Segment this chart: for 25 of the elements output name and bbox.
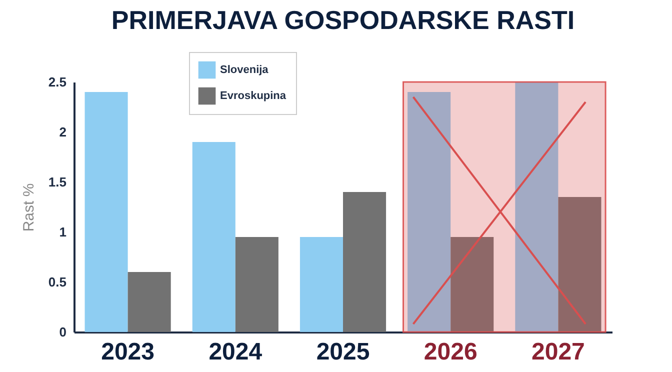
bar — [450, 237, 494, 332]
bar — [408, 92, 451, 332]
x-tick-label: 2026 — [424, 338, 478, 366]
bar — [128, 272, 171, 332]
y-tick-label: 0.5 — [48, 274, 66, 290]
x-tick-label: 2025 — [316, 338, 370, 366]
bar — [300, 237, 343, 332]
bar — [192, 142, 236, 332]
y-tick-label: 1 — [59, 224, 66, 240]
bar — [84, 92, 128, 332]
legend-label: Evroskupina — [220, 90, 287, 102]
y-tick-label: 1.5 — [48, 174, 66, 190]
x-tick-label: 2024 — [208, 338, 263, 366]
bar — [343, 192, 386, 332]
y-tick-label: 2 — [59, 124, 66, 140]
bar — [235, 237, 278, 332]
x-tick-label: 2027 — [532, 338, 585, 366]
y-tick-label: 0 — [59, 324, 66, 340]
chart-title: PRIMERJAVA GOSPODARSKE RASTI — [111, 5, 575, 35]
bar — [515, 82, 558, 332]
bar — [558, 197, 602, 332]
y-axis-title: Rast % — [20, 183, 38, 232]
x-tick-label: 2023 — [101, 338, 154, 366]
legend-label: Slovenija — [220, 64, 270, 76]
y-tick-label: 2.5 — [48, 74, 66, 90]
